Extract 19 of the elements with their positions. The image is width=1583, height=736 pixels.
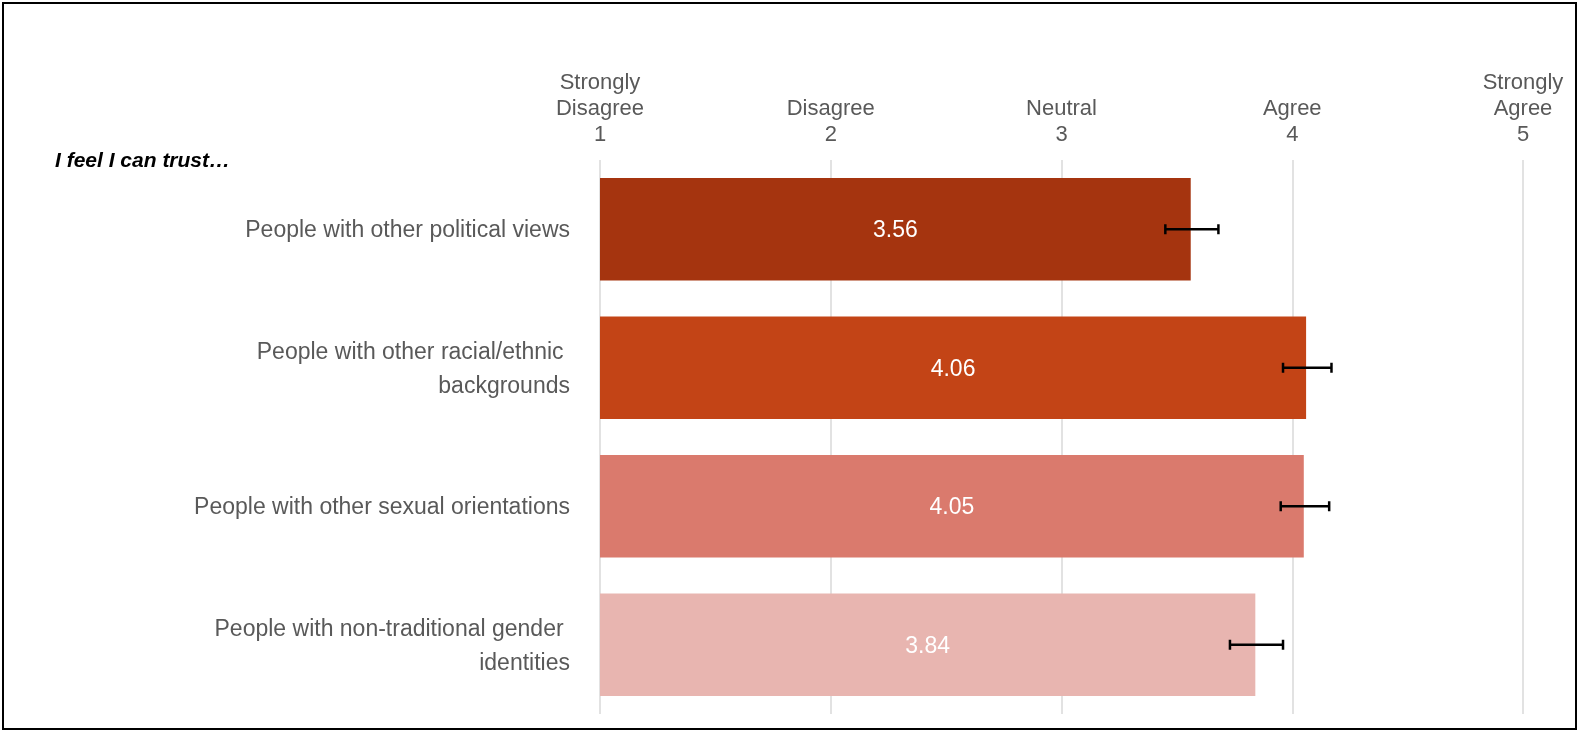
data-label: 3.84 [905, 631, 951, 658]
data-label: 4.06 [930, 354, 976, 381]
text: I feel I can trust… [55, 148, 231, 171]
text: Strongly Agree [1482, 68, 1564, 120]
y-tick-label: People with non-traditional gender identities [214, 614, 570, 675]
data-label: 4.05 [929, 493, 975, 520]
y-tick-label: People with other sexual orientations [194, 493, 570, 520]
text: Neutral [1026, 94, 1097, 120]
text: Disagree [786, 94, 875, 120]
data-label: 3.56 [872, 216, 918, 243]
x-tick-label: 3 [1055, 120, 1068, 146]
x-tick-label: 5 [1516, 120, 1530, 146]
text: Agree [1262, 94, 1322, 120]
y-tick-label: People with other racial/ethnic backgrounds [256, 337, 570, 398]
y-tick-label: People with other political views [245, 216, 570, 243]
x-tick-label: 2 [824, 120, 837, 146]
x-tick-label: 4 [1286, 120, 1299, 146]
text: Strongly Disagree [555, 68, 645, 120]
x-tick-label: 1 [593, 120, 607, 146]
